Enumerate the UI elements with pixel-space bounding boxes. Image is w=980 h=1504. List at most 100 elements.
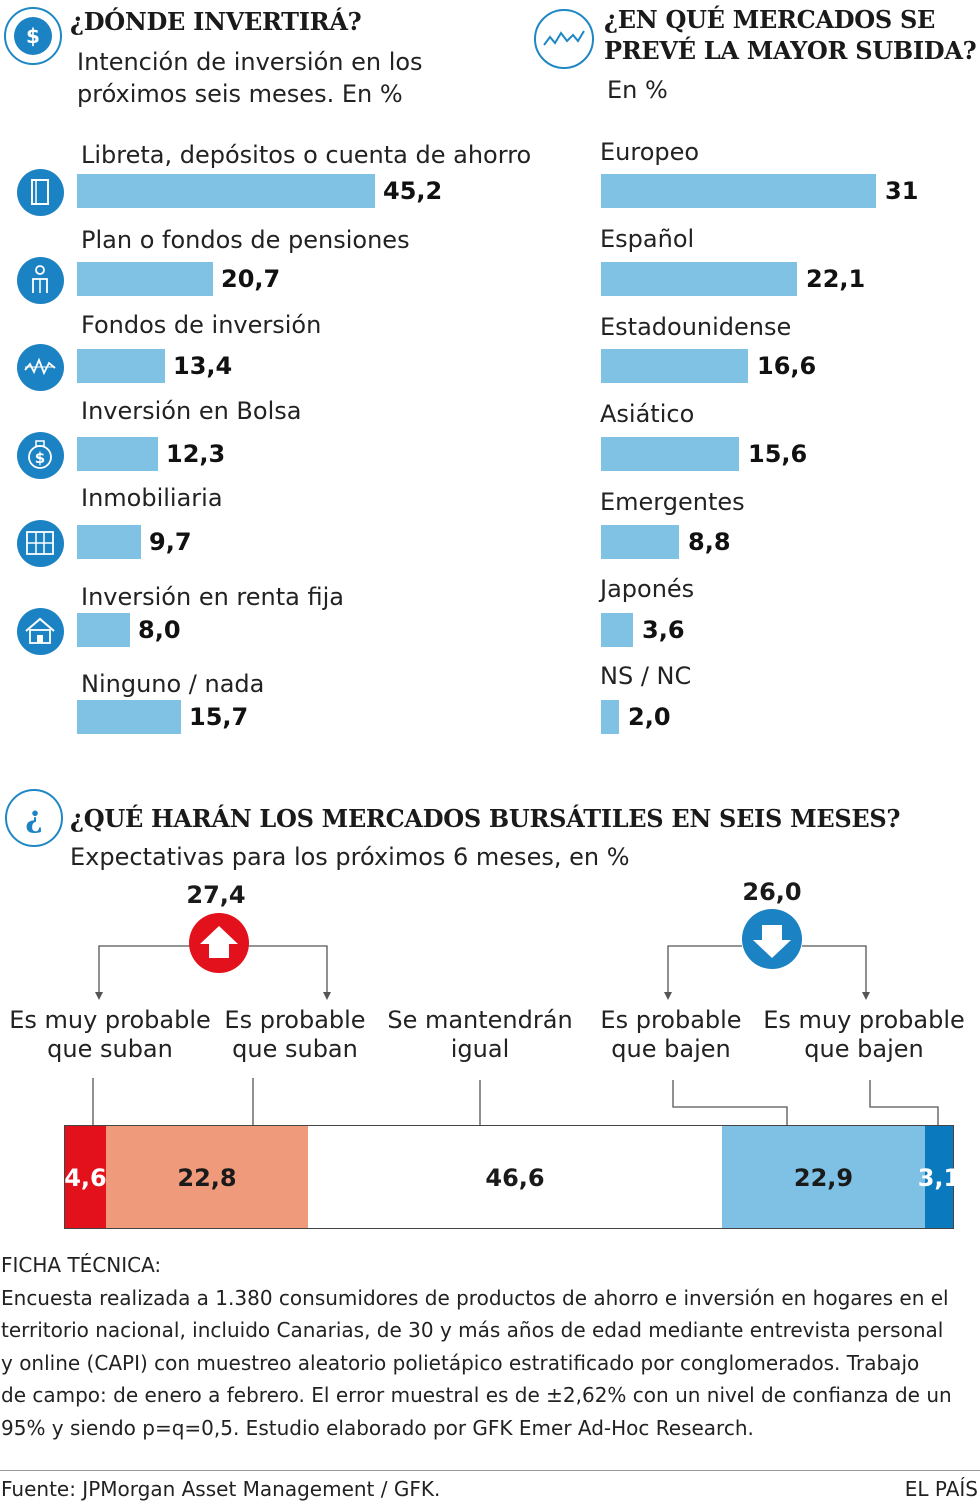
- passbook-icon: [17, 169, 64, 216]
- invest-category-label: Ninguno / nada: [81, 670, 265, 698]
- dollar-bag-icon: $: [4, 7, 62, 65]
- stacked-segment: [106, 1126, 308, 1228]
- ficha-line-5: 95% y siendo p=q=0,5. Estudio elaborado …: [1, 1416, 754, 1440]
- invest-subtitle-line1: Intención de inversión en los: [77, 48, 423, 76]
- ficha-heading: FICHA TÉCNICA:: [1, 1253, 162, 1277]
- pension-icon: [17, 257, 64, 304]
- invest-subtitle-line2: próximos seis meses. En %: [77, 80, 403, 108]
- stock-line-icon: [534, 9, 594, 69]
- markets-value-label: 15,6: [748, 440, 808, 468]
- scenario-label: Es muy probable que bajen: [754, 1006, 974, 1064]
- invest-value-label: 13,4: [173, 352, 233, 380]
- markets-category-label: Emergentes: [600, 488, 745, 516]
- markets-category-label: NS / NC: [600, 662, 692, 690]
- invest-value-label: 12,3: [166, 440, 226, 468]
- question-icon: ¿: [5, 789, 63, 847]
- fall-bracket: [667, 945, 867, 992]
- invest-category-label: Inmobiliaria: [81, 484, 223, 512]
- markets-category-label: Asiático: [600, 400, 695, 428]
- ficha-line-2: territorio nacional, incluido Canarias, …: [1, 1318, 944, 1342]
- invest-category-label: Libreta, depósitos o cuenta de ahorro: [81, 141, 532, 169]
- down-arrow-icon: [742, 909, 802, 969]
- markets-category-label: Europeo: [600, 138, 700, 166]
- stacked-segment: [65, 1126, 106, 1228]
- invest-value-label: 20,7: [221, 265, 281, 293]
- building-grid-icon: [17, 520, 64, 567]
- stacked-value-label: 22,8: [177, 1164, 237, 1192]
- invest-category-label: Fondos de inversión: [81, 311, 322, 339]
- rise-bracket: [98, 945, 328, 992]
- ficha-line-3: y online (CAPI) con muestreo aleatorio p…: [1, 1351, 920, 1375]
- markets-category-label: Español: [600, 225, 695, 253]
- scenario-label-line: que bajen: [804, 1035, 924, 1063]
- invest-value-label: 45,2: [383, 177, 443, 205]
- dollar-bag-icon: $: [17, 432, 64, 479]
- invest-bar: [77, 174, 375, 208]
- invest-category-label: Plan o fondos de pensiones: [81, 226, 410, 254]
- outlook-subtitle: Expectativas para los próximos 6 meses, …: [70, 843, 630, 871]
- markets-bar: [601, 262, 797, 296]
- rise-total: 27,4: [186, 881, 246, 909]
- svg-text:$: $: [35, 449, 45, 467]
- scenario-label: Es probable que suban: [185, 1006, 405, 1064]
- stacked-segment: [722, 1126, 925, 1228]
- invest-bar: [77, 525, 141, 559]
- markets-value-label: 31: [885, 177, 919, 205]
- scenario-label-line: Es muy probable: [763, 1006, 965, 1034]
- invest-category-label: Inversión en renta fija: [81, 583, 344, 611]
- invest-bar: [77, 262, 213, 296]
- scenario-label: Se mantendrán igual: [370, 1006, 590, 1064]
- up-arrow-icon: [189, 913, 249, 973]
- markets-category-label: Estadounidense: [600, 313, 792, 341]
- scenario-label-line: que suban: [232, 1035, 358, 1063]
- markets-bar: [601, 437, 739, 471]
- invest-bar: [77, 437, 158, 471]
- markets-value-label: 3,6: [642, 616, 685, 644]
- stacked-segment: [925, 1126, 953, 1228]
- scenario-label: Es probable que bajen: [561, 1006, 781, 1064]
- stacked-segment: [308, 1126, 722, 1228]
- outlook-title: ¿QUÉ HARÁN LOS MERCADOS BURSÁTILES EN SE…: [70, 804, 901, 833]
- fund-chart-icon: [17, 344, 64, 391]
- invest-title: ¿DÓNDE INVERTIRÁ?: [70, 7, 362, 36]
- invest-value-label: 9,7: [149, 528, 192, 556]
- stacked-value-label: 46,6: [485, 1164, 545, 1192]
- scenario-label: Es muy probable que suban: [0, 1006, 220, 1064]
- invest-value-label: 8,0: [138, 616, 181, 644]
- markets-bar: [601, 174, 876, 208]
- markets-value-label: 16,6: [757, 352, 817, 380]
- ficha-line-4: de campo: de enero a febrero. El error m…: [1, 1383, 952, 1407]
- scenario-label-line: igual: [450, 1035, 510, 1063]
- stacked-value-label: 4,6: [64, 1164, 107, 1192]
- scenario-label-line: que suban: [47, 1035, 173, 1063]
- scenario-label-line: que bajen: [611, 1035, 731, 1063]
- markets-title-line2: PREVÉ LA MAYOR SUBIDA?: [604, 36, 977, 65]
- footer-divider: [0, 1470, 980, 1471]
- markets-bar: [601, 349, 748, 383]
- markets-category-label: Japonés: [600, 575, 695, 603]
- stacked-value-label: 3,1: [917, 1164, 961, 1192]
- stacked-bar-frame: [64, 1125, 954, 1229]
- invest-bar: [77, 613, 130, 647]
- markets-value-label: 22,1: [806, 265, 866, 293]
- invest-bar: [77, 349, 165, 383]
- invest-category-label: Inversión en Bolsa: [81, 397, 302, 425]
- markets-bar: [601, 525, 679, 559]
- markets-title-line1: ¿EN QUÉ MERCADOS SE: [604, 5, 935, 34]
- scenario-label-line: Es probable: [600, 1006, 742, 1034]
- stacked-value-label: 22,9: [793, 1164, 854, 1192]
- markets-value-label: 2,0: [628, 703, 671, 731]
- house-icon: [17, 608, 64, 655]
- invest-bar: [77, 700, 181, 734]
- markets-bar: [601, 700, 619, 734]
- markets-bar: [601, 613, 633, 647]
- footer-brand: EL PAÍS: [904, 1477, 978, 1501]
- scenario-label-line: Es probable: [224, 1006, 366, 1034]
- footer-source: Fuente: JPMorgan Asset Management / GFK.: [1, 1477, 441, 1501]
- markets-subtitle: En %: [607, 76, 668, 104]
- markets-value-label: 8,8: [688, 528, 731, 556]
- invest-value-label: 15,7: [189, 703, 249, 731]
- ficha-line-1: Encuesta realizada a 1.380 consumidores …: [1, 1286, 949, 1310]
- scenario-label-line: Es muy probable: [9, 1006, 211, 1034]
- fall-total: 26,0: [742, 878, 802, 906]
